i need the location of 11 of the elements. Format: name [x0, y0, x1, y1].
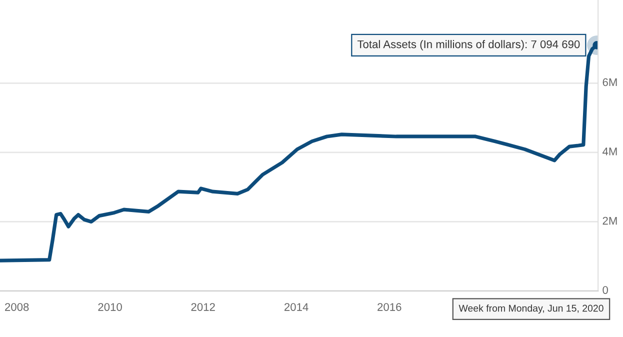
- y-tick-label: 6M: [602, 78, 617, 86]
- y-tick-label: 4M: [602, 148, 617, 156]
- x-tick-label: 2008: [5, 303, 29, 311]
- x-tick-label: 2012: [191, 303, 215, 311]
- text: Week from Monday, Jun 15, 2020: [458, 304, 604, 314]
- x-tick-label: 2010: [98, 303, 122, 311]
- annotation: Total Assets (In millions of dollars): 7 094 690: [357, 40, 580, 50]
- x-tick-label: 2014: [284, 303, 308, 311]
- x-tick-label: 2016: [378, 303, 402, 311]
- y-tick-label: 2M: [602, 216, 617, 225]
- y-tick-label: 0: [602, 286, 608, 294]
